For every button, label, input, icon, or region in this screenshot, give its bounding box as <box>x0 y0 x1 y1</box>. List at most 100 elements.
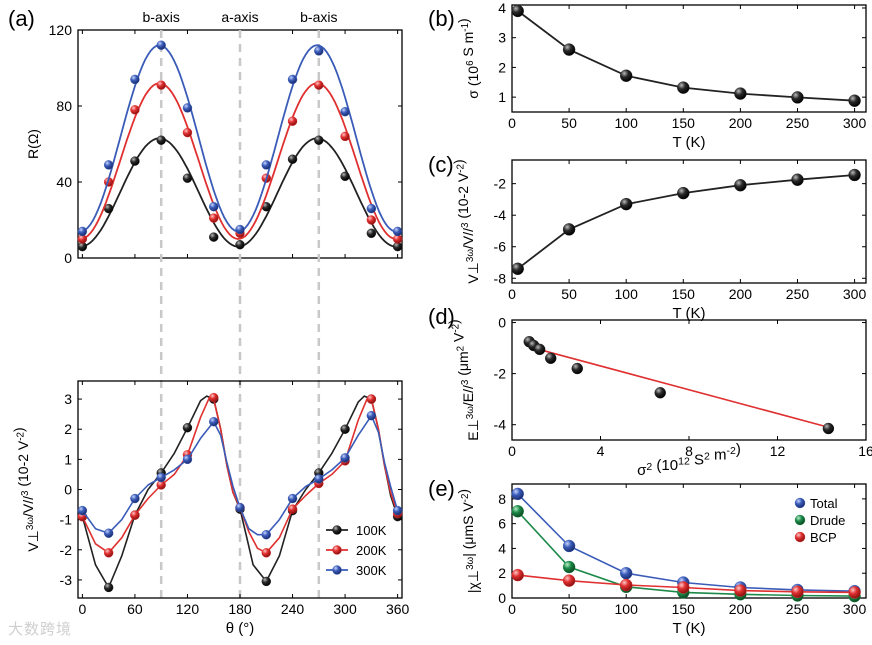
a-top-data-point <box>392 226 403 237</box>
c-panel-label: (c) <box>428 152 454 177</box>
e-data-point <box>791 585 804 599</box>
legend-label-100K: 100K <box>356 523 387 538</box>
a-top-fit-curve <box>82 82 398 240</box>
a-bottom-data-point <box>156 472 166 483</box>
b-ytick-label: 2 <box>498 59 506 75</box>
a-bottom-data-point <box>182 454 193 465</box>
b-data-point <box>791 91 804 104</box>
a-top-data-point <box>366 203 377 214</box>
e-xtick-label: 50 <box>561 601 577 617</box>
a-top-data-point <box>287 116 298 126</box>
b-xtick-label: 300 <box>843 115 867 131</box>
d-xlabel-text: σ2 (1012 S2 m-2) <box>637 441 741 479</box>
a-top-data-point <box>182 173 193 183</box>
d-ylabel-text: E⊥3ω/E//3 (μm2 V-2) <box>445 319 481 440</box>
a-bottom-data-point <box>340 424 350 434</box>
b-xtick-label: 100 <box>615 115 639 131</box>
a-bottom-data-point <box>103 528 114 538</box>
c-data-point <box>562 223 576 236</box>
c-data-point <box>511 262 524 276</box>
a_top-ytick-label: 0 <box>64 250 72 266</box>
c-ytick-label: -4 <box>494 207 507 223</box>
a_bottom-ytick-label: 1 <box>64 451 72 467</box>
a-top-data-point <box>340 106 350 117</box>
e-legend-marker <box>794 531 806 543</box>
e-legend-label-BCP: BCP <box>810 530 837 545</box>
b-data-point <box>619 69 633 82</box>
a-top-data-point <box>287 154 298 164</box>
a-top-data-point <box>209 201 219 212</box>
c-data-point <box>677 186 690 200</box>
a-bottom-curve <box>81 395 399 589</box>
a-top-data-point <box>156 135 166 145</box>
axis-annotation: b-axis <box>143 9 180 25</box>
c-xtick-label: 150 <box>672 286 696 302</box>
d-data-point <box>545 352 557 364</box>
e-ytick-label: 8 <box>498 491 506 507</box>
a-bottom-data-point <box>130 510 140 520</box>
a-top-data-point <box>287 74 298 85</box>
a-top-data-point <box>130 156 140 166</box>
b-data-point <box>848 94 861 107</box>
a-top-data-point <box>366 215 377 225</box>
a-top-data-point <box>314 46 324 56</box>
c-data-point <box>734 179 747 192</box>
e-frame <box>511 483 867 599</box>
a-top-data-point <box>182 103 193 113</box>
a_bottom-ylabel-text: V⊥3ω/V//3 (10-2 V-2) <box>10 427 41 551</box>
a_bottom-ytick-label: 3 <box>64 391 72 407</box>
a-bottom-data-point <box>103 548 114 558</box>
b-data-point <box>734 87 747 100</box>
a-bottom-data-point <box>340 453 350 463</box>
a-top-data-point <box>130 105 140 115</box>
a-top-data-point <box>209 232 219 242</box>
e-xlabel: T (K) <box>672 620 705 637</box>
a-top-data-point <box>366 228 377 239</box>
d-data-point <box>654 387 666 399</box>
e-ylabel-text: |χ⊥3ω| (μmS V-2) <box>455 489 481 593</box>
a_bottom-xtick-label: 60 <box>127 601 143 617</box>
d-ytick-label: 0 <box>498 315 506 331</box>
a-top-data-point <box>314 135 324 145</box>
b-xtick-label: 250 <box>786 115 810 131</box>
b-ylabel: σ (106 S m-1) <box>455 18 481 98</box>
b-xtick-label: 150 <box>672 115 696 131</box>
d-data-point <box>822 422 835 435</box>
d-fit-line <box>529 346 829 429</box>
b-xtick-label: 200 <box>729 115 753 131</box>
a_bottom-xtick-label: 360 <box>386 601 410 617</box>
a_bottom-xtick-label: 300 <box>333 601 357 617</box>
a_bottom-xlabel-text: θ (°) <box>226 620 255 637</box>
e-data-point <box>562 560 576 574</box>
legend-marker <box>332 545 342 555</box>
e-data-point <box>619 567 633 580</box>
a-top-data-point <box>103 160 114 170</box>
e-xtick-label: 100 <box>615 601 639 617</box>
legend-marker <box>332 565 342 575</box>
b-data-point <box>511 4 524 18</box>
d-xtick-label: 4 <box>597 443 605 459</box>
a_bottom-ytick-label: -2 <box>60 542 73 558</box>
c-xlabel-text: T (K) <box>672 305 705 322</box>
a_bottom-xtick-label: 180 <box>228 601 252 617</box>
d-xtick-label: 16 <box>858 443 872 459</box>
d-xtick-label: 0 <box>508 443 516 459</box>
a-bottom-data-point <box>235 502 245 513</box>
c-xtick-label: 0 <box>508 286 516 302</box>
e-ylabel: |χ⊥3ω| (μmS V-2) <box>455 489 481 593</box>
a-bottom-data-point <box>287 504 298 514</box>
e-xtick-label: 300 <box>843 601 867 617</box>
c-xlabel: T (K) <box>672 305 705 322</box>
b-frame <box>511 4 867 113</box>
b-xtick-label: 50 <box>561 115 577 131</box>
a-bottom-curve <box>81 414 399 536</box>
legend-label-200K: 200K <box>356 543 387 558</box>
axis-annotation: a-axis <box>221 9 258 25</box>
e-legend-marker <box>794 497 806 509</box>
a_bottom-ylabel: V⊥3ω/V//3 (10-2 V-2) <box>10 427 41 551</box>
b-xlabel-text: T (K) <box>672 134 705 151</box>
d-xtick-label: 12 <box>770 443 786 459</box>
a-bottom-data-point <box>392 505 403 516</box>
d-xlabel: σ2 (1012 S2 m-2) <box>637 441 741 479</box>
e-xtick-label: 250 <box>786 601 810 617</box>
